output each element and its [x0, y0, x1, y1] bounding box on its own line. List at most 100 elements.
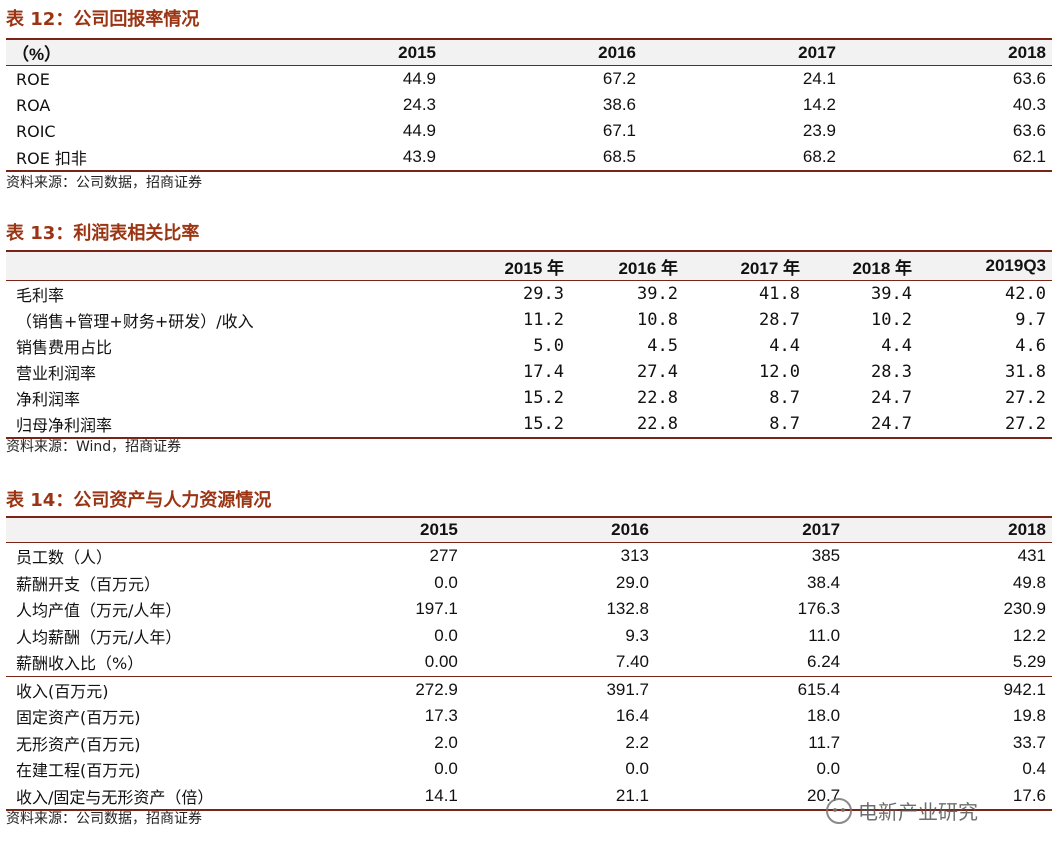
table-cell: 31.8 [1005, 362, 1046, 382]
header-cell: 2017 年 [684, 250, 806, 281]
table-cell: 24.7 [806, 411, 918, 439]
table-row: 收入(百万元) 272.9 391.7 615.4 942.1 [6, 675, 1052, 703]
assets-hr-table: 2015 2016 2017 2018 员工数（人） 277 313 385 4… [6, 516, 1052, 811]
table-cell: 10.2 [871, 310, 912, 330]
table-cell: 17.4 [523, 362, 564, 382]
row-label: 营业利润率 [16, 364, 97, 383]
row-label: 净利润率 [16, 390, 81, 409]
table-cell: 277 [429, 546, 458, 566]
table-cell: 0.0 [816, 759, 841, 779]
table-row: 净利润率 15.2 22.8 8.7 24.7 27.2 [6, 385, 1052, 411]
source-note: 资料来源：公司数据，招商证券 [6, 811, 202, 827]
table-cell: 33.7 [1012, 732, 1046, 752]
header-cell: 2017 [642, 38, 842, 66]
header-cell: 2018 [842, 38, 1052, 66]
table-cell: 38.4 [807, 572, 841, 592]
table-cell: 29.0 [615, 572, 649, 592]
table-cell: 11.2 [523, 310, 564, 330]
table-cell: 42.0 [1005, 284, 1046, 304]
table-cell: 21.1 [463, 782, 655, 811]
source-note: 资料来源：Wind，招商证券 [6, 439, 182, 455]
table-cell: 40.3 [1012, 95, 1046, 114]
table-cell: 62.1 [842, 144, 1052, 172]
income-ratio-table: 2015 年 2016 年 2017 年 2018 年 2019Q3 毛利率 2… [6, 250, 1052, 439]
table-cell: 68.2 [642, 144, 842, 172]
table-row: ROE 44.9 67.2 24.1 63.6 [6, 66, 1052, 93]
table-cell: 27.2 [918, 411, 1052, 439]
table-row: 人均产值（万元/人年） 197.1 132.8 176.3 230.9 [6, 596, 1052, 623]
table-cell: 24.1 [802, 69, 836, 88]
table-row: 薪酬开支（百万元） 0.0 29.0 38.4 49.8 [6, 570, 1052, 597]
row-label: ROIC [16, 121, 56, 141]
table-cell: 0.0 [434, 759, 458, 779]
row-label: 人均产值（万元/人年） [16, 601, 182, 621]
table-cell: 27.4 [637, 362, 678, 382]
table-cell: 4.4 [769, 336, 800, 356]
wechat-icon [826, 797, 852, 824]
row-label: （销售+管理+财务+研发）/收入 [16, 312, 254, 331]
table-cell: 0.0 [434, 625, 458, 645]
header-cell: 2015 [274, 516, 464, 543]
row-label: ROA [16, 95, 51, 115]
table-cell: 385 [811, 546, 841, 566]
table-row: ROA 24.3 38.6 14.2 40.3 [6, 92, 1052, 118]
table-cell: 15.2 [523, 388, 564, 408]
table-cell: 272.9 [274, 675, 464, 703]
table-row: 归母净利润率 15.2 22.8 8.7 24.7 27.2 [6, 411, 1052, 439]
header-cell [6, 250, 452, 281]
table-cell: 41.8 [759, 284, 800, 304]
row-label: ROE [16, 69, 50, 89]
row-label: 固定资产(百万元) [16, 708, 141, 728]
watermark-text: 电新产业研究 [858, 800, 978, 824]
table-cell: 942.1 [846, 675, 1052, 703]
table-cell: 4.6 [1015, 336, 1046, 356]
table-row: 营业利润率 17.4 27.4 12.0 28.3 31.8 [6, 359, 1052, 385]
table-cell: 7.40 [615, 652, 649, 672]
table-cell: 49.8 [1012, 572, 1046, 592]
header-cell: 2015 [242, 38, 442, 66]
table-row: ROE 扣非 43.9 68.5 68.2 62.1 [6, 144, 1052, 172]
table-header-row: （%） 2015 2016 2017 2018 [6, 38, 1052, 66]
table-12-title: 表 12：公司回报率情况 [6, 9, 200, 30]
table-cell: 22.8 [570, 411, 684, 439]
header-cell: 2016 [442, 38, 642, 66]
table-cell: 2.0 [434, 732, 458, 752]
header-cell: 2017 [655, 516, 847, 543]
table-cell: 20.7 [655, 782, 847, 811]
table-cell: 39.4 [871, 284, 912, 304]
row-label: 毛利率 [16, 286, 65, 305]
table-cell: 23.9 [802, 121, 836, 140]
table-cell: 5.29 [1012, 652, 1046, 672]
table-cell: 63.6 [1012, 121, 1046, 140]
table-cell: 14.2 [802, 95, 836, 114]
table-row: 固定资产(百万元) 17.3 16.4 18.0 19.8 [6, 703, 1052, 730]
table-row: 毛利率 29.3 39.2 41.8 39.4 42.0 [6, 281, 1052, 308]
table-cell: 44.9 [402, 69, 436, 88]
row-label: 无形资产(百万元) [16, 734, 141, 754]
header-cell: （%） [6, 38, 242, 66]
row-label: ROE 扣非 [6, 144, 242, 172]
row-label: 销售费用占比 [16, 338, 113, 357]
watermark: 电新产业研究 [826, 796, 978, 825]
table-cell: 24.3 [402, 95, 436, 114]
header-cell: 2018 [846, 516, 1052, 543]
table-cell: 18.0 [807, 706, 841, 726]
table-cell: 176.3 [797, 599, 841, 619]
table-cell: 8.7 [684, 411, 806, 439]
table-cell: 67.2 [602, 69, 636, 88]
table-13-title: 表 13：利润表相关比率 [6, 223, 200, 244]
table-row: 人均薪酬（万元/人年） 0.0 9.3 11.0 12.2 [6, 623, 1052, 650]
table-cell: 615.4 [655, 675, 847, 703]
table-cell: 24.7 [871, 388, 912, 408]
table-cell: 431 [1017, 546, 1046, 566]
row-label: 薪酬收入比（%） [16, 654, 144, 674]
table-row: 收入/固定与无形资产（倍） 14.1 21.1 20.7 17.6 [6, 782, 1052, 811]
table-cell: 0.00 [424, 652, 458, 672]
table-cell: 43.9 [242, 144, 442, 172]
table-cell: 29.3 [523, 284, 564, 304]
table-cell: 67.1 [602, 121, 636, 140]
table-row: （销售+管理+财务+研发）/收入 11.2 10.8 28.7 10.2 9.7 [6, 307, 1052, 333]
table-cell: 5.0 [533, 336, 564, 356]
table-cell: 0.4 [1022, 759, 1046, 779]
table-cell: 9.7 [1015, 310, 1046, 330]
